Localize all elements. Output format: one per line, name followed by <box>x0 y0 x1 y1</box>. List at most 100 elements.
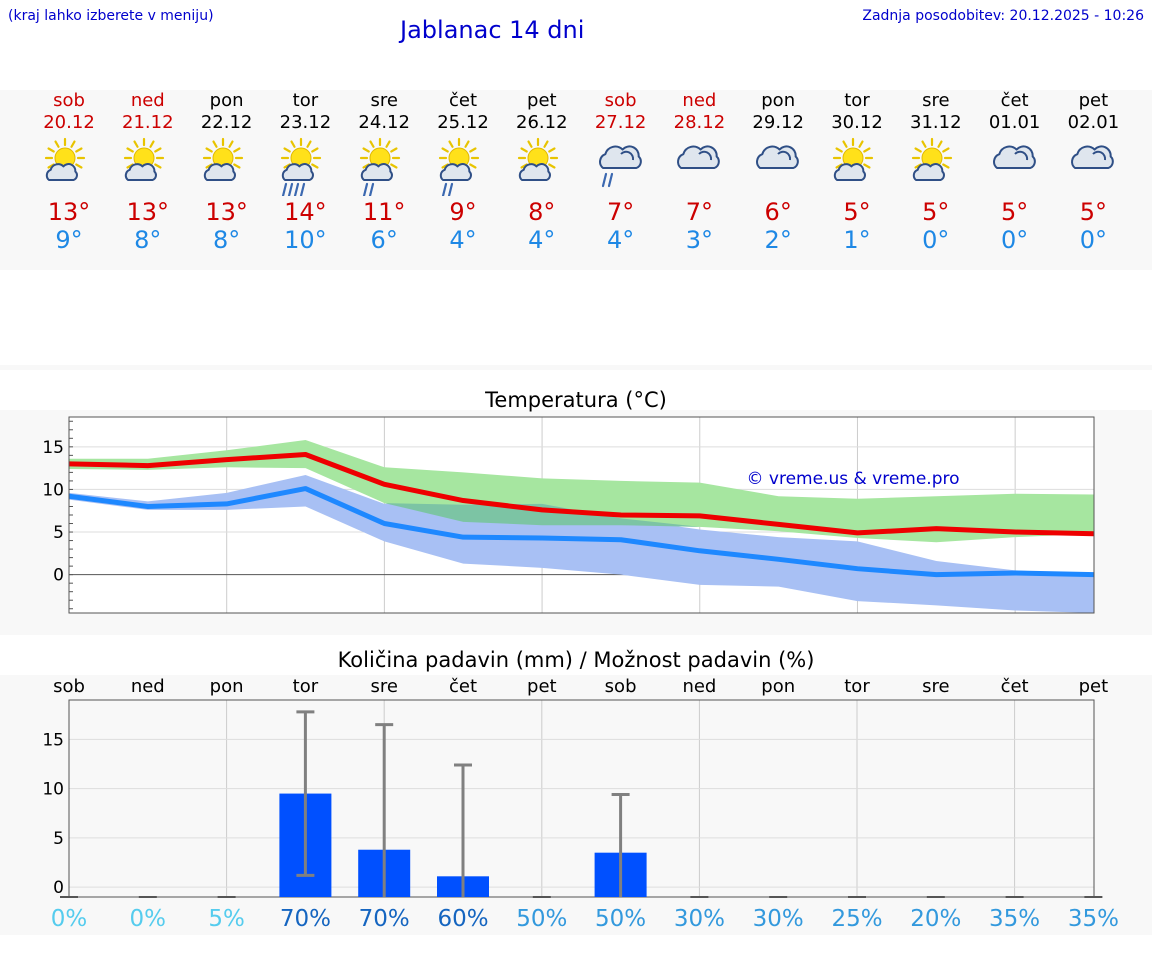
temp-min: 1° <box>843 226 871 254</box>
watermark: © vreme.us & vreme.pro <box>746 469 959 489</box>
sun-cloud-rain-icon <box>438 137 480 196</box>
day-date: 27.12 <box>594 112 647 133</box>
temp-min: 10° <box>284 226 327 254</box>
precip-chance-label: 50% <box>516 906 567 932</box>
cloud-icon <box>756 145 800 169</box>
category-label: tor <box>844 676 870 697</box>
plot-frame <box>68 699 1095 898</box>
day-date: 31.12 <box>910 112 962 133</box>
region-hint: (kraj lahko izberete v meniju) <box>8 8 214 24</box>
y-tick-label: 5 <box>53 829 64 849</box>
day-name: sre <box>370 90 398 111</box>
temp-max: 13° <box>47 198 91 226</box>
day-date: 23.12 <box>279 112 332 133</box>
day-date: 24.12 <box>358 112 410 133</box>
sun-cloud-icon <box>517 137 558 181</box>
day-name: tor <box>844 90 870 111</box>
day-name: pon <box>761 90 796 111</box>
precip-chance-label: 25% <box>831 906 882 932</box>
y-tick-label: 10 <box>42 780 64 800</box>
temp-max: 9° <box>449 198 477 226</box>
temp-min: 4° <box>528 226 556 254</box>
plot-area <box>69 700 1094 897</box>
y-tick-label: 10 <box>42 480 64 500</box>
temp-min: 2° <box>764 226 792 254</box>
day-name: pon <box>209 90 244 111</box>
category-label: čet <box>1001 676 1029 697</box>
plot-frame <box>68 416 1095 614</box>
precip-chance-label: 35% <box>989 906 1040 932</box>
category-label: sob <box>53 676 85 697</box>
day-date: 25.12 <box>437 112 489 133</box>
cloud-rain-icon <box>598 145 642 188</box>
day-date: 26.12 <box>516 112 568 133</box>
precip-chance-label: 30% <box>674 906 725 932</box>
day-name: ned <box>130 90 165 111</box>
cloud-icon <box>1071 145 1115 169</box>
precip-chance-label: 0% <box>130 906 167 932</box>
temp-max: 5° <box>843 198 871 226</box>
temp-max: 11° <box>362 198 406 226</box>
day-name: pet <box>1078 90 1109 111</box>
min-temp-range <box>69 474 1094 613</box>
precip-chance-label: 70% <box>280 906 331 932</box>
day-date: 30.12 <box>831 112 883 133</box>
category-label: tor <box>293 676 319 697</box>
temp-max: 5° <box>1000 198 1029 226</box>
temp-max: 13° <box>126 198 170 226</box>
precip-chance-label: 5% <box>208 906 245 932</box>
last-updated: Zadnja posodobitev: 20.12.2025 - 10:26 <box>862 8 1144 24</box>
max-temp-range <box>69 440 1094 543</box>
category-label: ned <box>682 676 716 697</box>
sun-cloud-icon <box>832 137 874 181</box>
precip-chance-label: 30% <box>753 906 804 932</box>
sun-cloud-icon <box>911 137 952 181</box>
temp-max: 8° <box>528 198 556 226</box>
precipitation-chart-title: Količina padavin (mm) / Možnost padavin … <box>337 648 815 672</box>
day-name: sob <box>604 90 637 111</box>
precip-chance-label: 20% <box>910 906 961 932</box>
temp-min: 0° <box>922 226 950 254</box>
precipitation-chart: 0 5 10 15 sob ned pon tor sre čet pet sob ned pon tor s… <box>42 676 1119 932</box>
temp-max: 14° <box>284 198 327 226</box>
y-tick-label: 15 <box>42 730 64 750</box>
day-name: sob <box>53 90 85 111</box>
page-title: Jablanac 14 dni <box>400 16 585 44</box>
cloud-icon <box>677 145 721 169</box>
category-label: sre <box>922 676 949 697</box>
precip-chance-label: 0% <box>51 906 88 932</box>
day-date: 01.01 <box>988 112 1041 133</box>
forecast-strip-background <box>0 90 1152 270</box>
temp-min: 3° <box>685 226 714 254</box>
y-tick-label: 5 <box>53 523 64 543</box>
day-name: čet <box>1000 90 1029 111</box>
category-label: čet <box>449 676 477 697</box>
category-label: pet <box>527 676 557 697</box>
sun-cloud-heavy-rain-icon <box>281 137 322 196</box>
temp-min: 4° <box>606 226 635 254</box>
temperature-chart-title: Temperatura (°C) <box>485 388 667 412</box>
day-name: ned <box>682 90 717 111</box>
day-date: 20.12 <box>43 112 95 133</box>
temp-max: 7° <box>606 198 635 226</box>
category-label: pet <box>1079 676 1109 697</box>
temp-min: 6° <box>370 226 398 254</box>
divider <box>0 365 1152 370</box>
min-temp-line <box>68 486 1095 578</box>
precip-chance-label: 60% <box>437 906 488 932</box>
y-tick-label: 0 <box>53 878 64 898</box>
cloud-icon <box>992 145 1036 169</box>
temp-max: 5° <box>922 198 950 226</box>
category-label: sob <box>605 676 637 697</box>
day-name: pet <box>527 90 557 111</box>
y-tick-label: 15 <box>42 438 64 458</box>
temp-max: 7° <box>685 198 714 226</box>
temp-min: 8° <box>134 226 162 254</box>
temp-max: 13° <box>205 198 248 226</box>
temp-min: 0° <box>1079 226 1108 254</box>
temp-min: 9° <box>55 226 83 254</box>
day-date: 22.12 <box>200 112 253 133</box>
precip-chance-label: 50% <box>595 906 646 932</box>
day-date: 02.01 <box>1067 112 1120 133</box>
y-tick-label: 0 <box>53 566 64 586</box>
